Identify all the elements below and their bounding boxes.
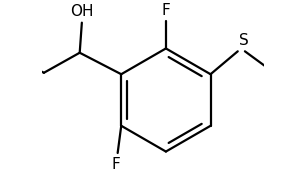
Text: S: S [239, 33, 249, 48]
Text: F: F [162, 3, 170, 18]
Text: F: F [112, 157, 121, 172]
Text: OH: OH [70, 4, 94, 19]
